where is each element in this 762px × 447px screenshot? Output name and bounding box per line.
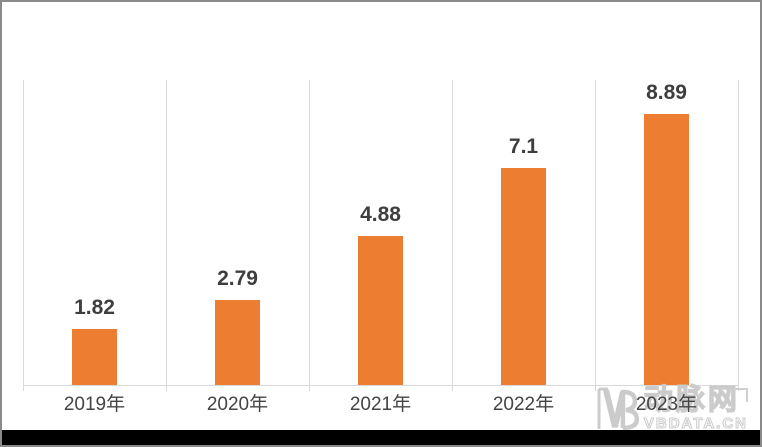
watermark-cn-text: 动脉网 — [643, 384, 740, 416]
bar-2022年 — [501, 168, 546, 385]
x-tick-label: 2021年 — [349, 394, 412, 415]
bar-2021年 — [358, 236, 403, 385]
value-label: 2.79 — [217, 267, 258, 290]
watermark-corner-bracket — [734, 388, 748, 402]
value-label: 8.89 — [646, 81, 687, 104]
watermark-text-block: 动脉网 VBDATA.CN — [643, 384, 748, 432]
category-separator-line — [166, 80, 167, 391]
category-separator-line — [452, 80, 453, 391]
category-separator-line — [309, 80, 310, 391]
bar-2020年 — [215, 300, 260, 385]
x-tick-label: 2023年 — [635, 394, 698, 415]
vb-logo-icon — [597, 387, 640, 431]
x-tick-label: 2020年 — [206, 394, 269, 415]
x-axis-line — [23, 385, 738, 386]
value-label: 4.88 — [360, 203, 401, 226]
bar-2019年 — [72, 329, 117, 385]
category-separator-line — [738, 80, 739, 391]
value-label: 7.1 — [508, 135, 539, 158]
value-label: 1.82 — [74, 296, 115, 319]
watermark-latin-text: VBDATA.CN — [643, 415, 748, 432]
bar-2023年 — [644, 114, 689, 385]
vbdata-watermark: 动脉网 VBDATA.CN — [596, 384, 748, 434]
x-tick-label: 2019年 — [63, 394, 126, 415]
category-separator-line — [595, 80, 596, 391]
x-tick-label: 2022年 — [492, 394, 555, 415]
category-separator-line — [23, 80, 24, 391]
bottom-black-bar — [2, 430, 760, 445]
